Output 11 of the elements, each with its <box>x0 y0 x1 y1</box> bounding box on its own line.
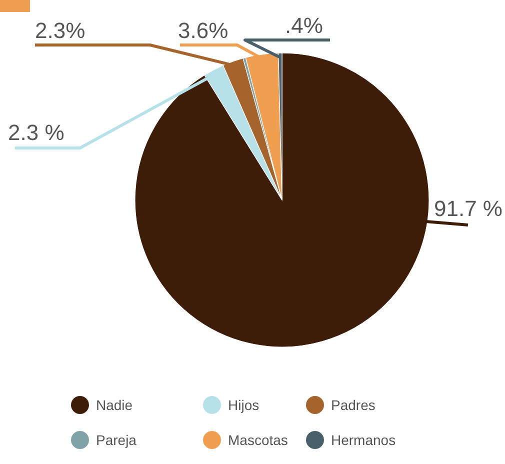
legend-label: Pareja <box>96 432 137 448</box>
data-label: 3.6% <box>178 18 228 43</box>
legend-label: Nadie <box>96 397 133 413</box>
legend-label: Hijos <box>228 397 260 413</box>
legend-label: Mascotas <box>228 432 288 448</box>
data-label: 2.3% <box>35 18 86 43</box>
data-label: 2.3 % <box>8 120 64 145</box>
legend-label: Padres <box>331 397 376 413</box>
data-label: 91.7 % <box>434 196 502 221</box>
data-label: .4% <box>285 13 323 38</box>
legend-label: Hermanos <box>331 432 396 448</box>
